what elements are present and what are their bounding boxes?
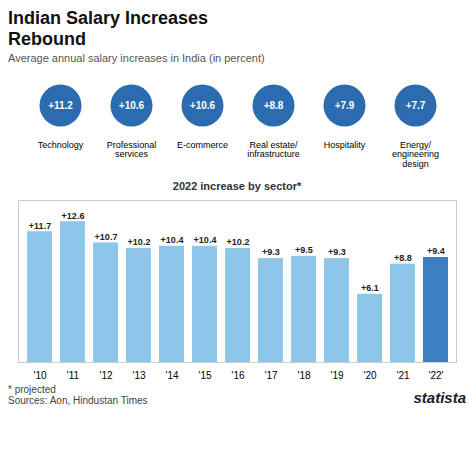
svg-text:+9.5: +9.5 [295,246,313,256]
svg-text:+10.4: +10.4 [194,236,217,246]
svg-text:+9.3: +9.3 [328,248,346,258]
svg-text:+11.7: +11.7 [29,221,51,231]
svg-text:+11.2: +11.2 [48,100,73,111]
svg-text:Technology: Technology [38,140,84,150]
svg-text:'21: '21 [396,370,409,381]
svg-text:+10.6: +10.6 [119,100,145,111]
html-text:Sources: Aon, Hindustan Times: Sources: Aon, Hindustan Times [8,395,148,407]
html-text:* projected: * projected [8,384,56,396]
svg-text:'12: '12 [99,370,112,381]
svg-text:'16: '16 [231,370,244,381]
html-text:statista: statista [413,389,466,407]
svg-text:+10.7: +10.7 [95,232,118,242]
svg-text:'10: '10 [33,370,46,381]
svg-text:Real estate/infrastructure: Real estate/infrastructure [247,140,300,160]
svg-text:+10.2: +10.2 [227,238,250,248]
svg-text:'19: '19 [330,370,343,381]
svg-text:Energy/engineeringdesign: Energy/engineeringdesign [392,140,439,170]
svg-text:+7.7: +7.7 [406,100,426,111]
svg-text:'14: '14 [165,370,178,381]
svg-text:+9.3: +9.3 [262,248,280,258]
svg-text:+10.4: +10.4 [161,236,184,246]
svg-text:+12.6: +12.6 [62,211,85,221]
svg-text:'22': '22' [429,370,444,381]
svg-text:'11: '11 [67,370,80,381]
svg-text:'17: '17 [264,370,277,381]
svg-text:Hospitality: Hospitality [324,140,366,150]
html-text:Indian Salary Increases Reboun: Indian Salary Increases Rebound [8,8,209,49]
html-text:Average annual salary increase: Average annual salary increases in India… [8,52,265,65]
svg-text:+7.9: +7.9 [335,100,355,111]
svg-text:+9.4: +9.4 [427,247,445,257]
svg-text:+6.1: +6.1 [361,284,379,294]
svg-text:+8.8: +8.8 [264,100,284,111]
svg-text:+8.8: +8.8 [394,253,412,263]
svg-text:'18: '18 [297,370,310,381]
svg-text:+10.2: +10.2 [128,238,151,248]
svg-text:'13: '13 [132,370,145,381]
svg-text:Professionalservices: Professionalservices [107,140,157,160]
svg-text:E-commerce: E-commerce [177,140,228,150]
html-text:2022 increase by sector*: 2022 increase by sector* [172,180,302,193]
svg-text:'15: '15 [198,370,211,381]
svg-text:'20: '20 [363,370,376,381]
svg-text:+10.6: +10.6 [190,100,216,111]
